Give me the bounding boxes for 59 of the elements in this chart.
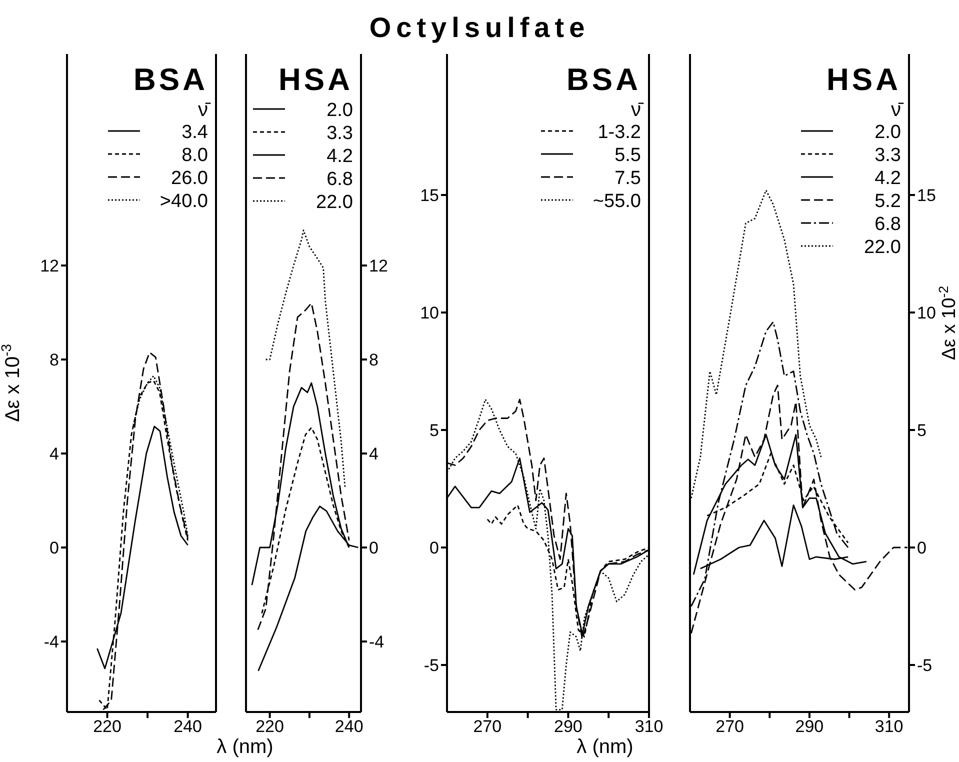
y2-tick-label: -4 — [369, 632, 384, 652]
y-tick-label: -5 — [424, 656, 439, 676]
legend-label: 4.2 — [326, 146, 353, 167]
legend-label: 4.2 — [874, 168, 901, 189]
y-tick-label: 15 — [420, 186, 439, 206]
legend-title: ν̄ — [198, 99, 211, 121]
legend-title: ν̄ — [891, 99, 904, 121]
y-tick-label: 12 — [40, 256, 59, 276]
y2-tick-label: -5 — [917, 656, 932, 676]
legend-label: 2.0 — [874, 122, 901, 143]
chart-title: HSA — [826, 62, 901, 97]
y2-tick-label: 10 — [917, 304, 936, 323]
x-axis-title: λ (nm) — [216, 736, 274, 758]
y-tick-label: 10 — [420, 304, 439, 323]
x-tick-label: 310 — [874, 717, 904, 736]
legend-label: 6.8 — [326, 169, 353, 190]
y2-tick-label: 0 — [369, 538, 378, 558]
x-tick-label: 220 — [93, 717, 122, 736]
legend-label: 3.3 — [874, 145, 901, 166]
y2-tick-label: 15 — [917, 186, 936, 206]
chart-title: BSA — [134, 62, 208, 97]
legend-label: 26.0 — [171, 168, 208, 189]
x-tick-label: 240 — [174, 717, 202, 736]
x-tick-label: 290 — [795, 717, 824, 736]
x-axis-title: λ (nm) — [576, 736, 634, 758]
x-tick-label: 240 — [334, 717, 364, 736]
y2-tick-label: 8 — [369, 350, 378, 370]
y-tick-label: 0 — [430, 538, 439, 558]
text: Octylsulfate — [368, 12, 591, 44]
chart-title: HSA — [278, 62, 353, 97]
chart-title: BSA — [566, 62, 641, 97]
legend-label: 1-3.2 — [598, 122, 641, 143]
y-tick-label: 4 — [50, 444, 59, 464]
legend-label: 3.3 — [326, 123, 353, 144]
x-tick-label: 310 — [634, 717, 664, 736]
legend-label: 8.0 — [182, 145, 208, 166]
x-tick-label: 290 — [554, 717, 582, 736]
y2-tick-label: 4 — [369, 444, 378, 464]
legend-label: 22.0 — [316, 192, 353, 213]
legend-label: 3.4 — [182, 122, 208, 143]
legend-title: ν̄ — [631, 99, 644, 121]
y-tick-label: 5 — [430, 421, 439, 440]
y-tick-label: -4 — [44, 632, 59, 652]
y2-tick-label: 0 — [917, 538, 926, 558]
legend-label: 22.0 — [864, 237, 901, 258]
legend-label: >40.0 — [160, 191, 208, 212]
y-tick-label: 0 — [50, 538, 59, 558]
legend-label: 5.2 — [874, 191, 901, 212]
legend-label: 6.8 — [874, 214, 901, 235]
legend-label: 5.5 — [614, 145, 641, 166]
legend-label: 2.0 — [326, 100, 353, 121]
x-tick-label: 270 — [716, 717, 744, 736]
x-tick-label: 220 — [256, 717, 284, 736]
x-tick-label: 270 — [473, 717, 502, 736]
y2-tick-label: 12 — [369, 256, 388, 276]
y-tick-label: 8 — [50, 350, 59, 370]
legend-label: 7.5 — [614, 168, 641, 189]
legend-label: ~55.0 — [592, 191, 641, 212]
y2-tick-label: 5 — [917, 421, 926, 440]
